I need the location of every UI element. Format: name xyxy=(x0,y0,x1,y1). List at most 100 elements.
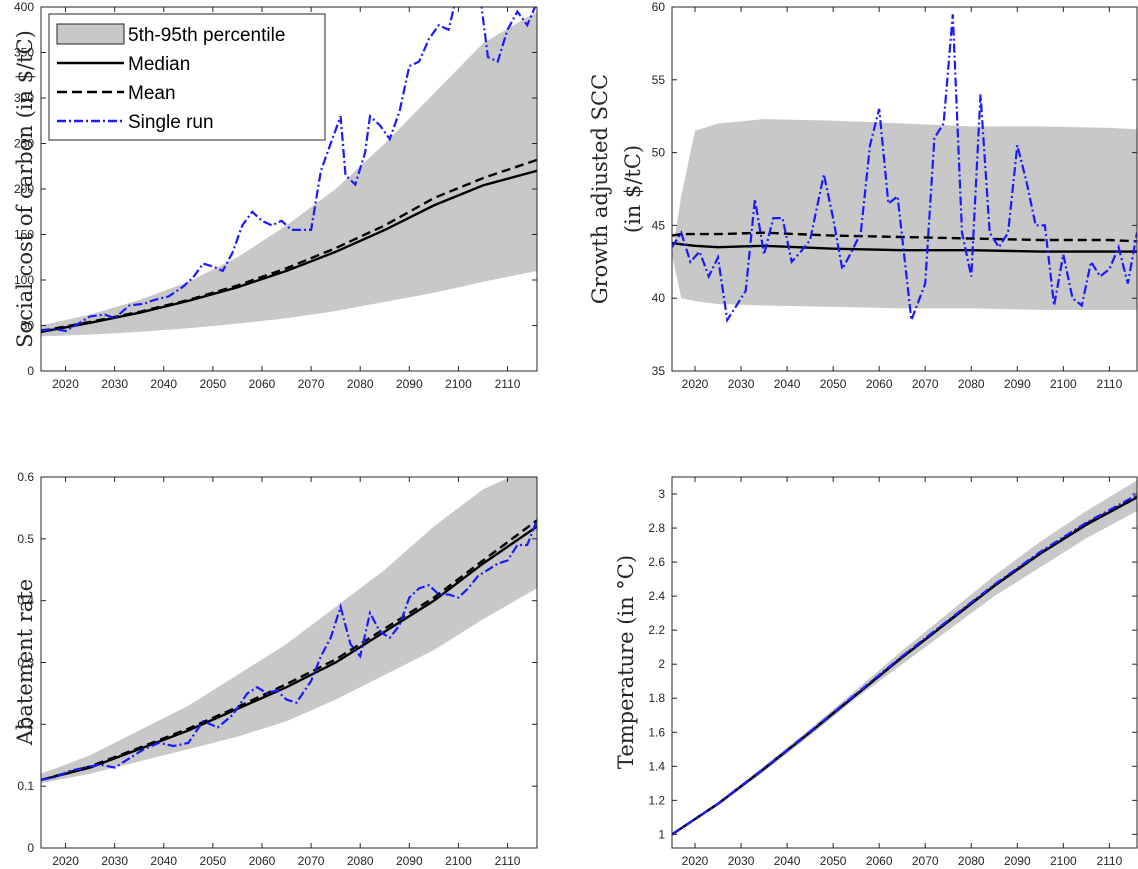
x-tick-label: 2080 xyxy=(958,377,985,391)
x-tick-label: 2080 xyxy=(347,377,374,391)
y-tick-label: 2.6 xyxy=(648,555,665,569)
x-tick-label: 2060 xyxy=(249,854,276,868)
x-tick-label: 2070 xyxy=(298,854,325,868)
y-tick-label: 0 xyxy=(27,841,34,855)
median-line xyxy=(672,241,1137,253)
y-axis-label-line2: (in $/tC) xyxy=(621,145,645,233)
percentile-band xyxy=(672,119,1137,310)
legend: 5th-95th percentile Median Mean Single run xyxy=(48,13,326,141)
x-tick-label: 2090 xyxy=(1004,377,1031,391)
x-tick-label: 2100 xyxy=(445,854,472,868)
y-tick-label: 0.4 xyxy=(17,594,34,608)
y-axis-label: Temperature (in °C) xyxy=(614,555,638,769)
x-tick-label: 2110 xyxy=(1096,377,1122,391)
legend-entry-label: Single run xyxy=(128,112,214,133)
x-tick-label: 2050 xyxy=(820,377,847,391)
x-tick-label: 2080 xyxy=(958,854,985,868)
x-tick-label: 2060 xyxy=(866,854,893,868)
y-tick-label: 100 xyxy=(14,273,34,287)
subplot-4: 2020 2030 2040 2050 2060 2070 2080 2090 2100 2110… xyxy=(614,476,1138,868)
y-tick-label: 350 xyxy=(14,46,34,60)
y-tick-label: 0.5 xyxy=(17,532,34,546)
x-tick-label: 2020 xyxy=(682,377,709,391)
y-tick-label: 2.2 xyxy=(648,623,665,637)
x-tick-label: 2080 xyxy=(347,854,374,868)
y-tick-label: 0 xyxy=(27,364,34,378)
y-tick-label: 40 xyxy=(652,291,666,305)
legend-entry-label: 5th-95th percentile xyxy=(128,25,285,46)
y-tick-label: 2 xyxy=(658,657,665,671)
x-tick-label: 2090 xyxy=(396,854,423,868)
x-tick-label: 2040 xyxy=(774,854,801,868)
y-tick-label: 200 xyxy=(14,182,34,196)
y-tick-label: 0.2 xyxy=(17,717,34,731)
x-tick-label: 2040 xyxy=(150,377,177,391)
single-run-line xyxy=(41,7,537,333)
percentile-band xyxy=(41,11,537,337)
x-tick-label: 2050 xyxy=(200,854,227,868)
axes-box xyxy=(671,476,1138,849)
x-tick-label: 2030 xyxy=(101,377,128,391)
x-tick-label: 2110 xyxy=(495,854,521,868)
subplot-3: 2020 2030 2040 2050 2060 2070 2080 2090 2100 2110… xyxy=(13,470,538,868)
subplot-1: 2020 2030 2040 2050 2060 2070 2080 2090 2100 2110… xyxy=(13,0,538,391)
percentile-band xyxy=(41,477,537,784)
y-tick-label: 1 xyxy=(658,827,665,841)
plot-area xyxy=(672,14,1137,324)
x-tick-label: 2020 xyxy=(52,377,79,391)
y-tick-label: 50 xyxy=(21,319,35,333)
y-tick-label: 2.4 xyxy=(648,589,665,603)
legend-swatch-band xyxy=(56,23,125,45)
x-tick-label: 2030 xyxy=(728,377,755,391)
y-tick-label: 0.6 xyxy=(17,470,34,484)
y-tick-label: 0.1 xyxy=(17,779,34,793)
x-tick-label: 2110 xyxy=(495,377,521,391)
y-tick-label: 35 xyxy=(652,364,666,378)
y-tick-label: 400 xyxy=(14,0,34,14)
y-tick-label: 1.6 xyxy=(648,725,665,739)
y-tick-label: 250 xyxy=(14,137,34,151)
legend-entry-label: Median xyxy=(128,54,190,75)
x-tick-label: 2030 xyxy=(728,854,755,868)
x-tick-label: 2070 xyxy=(912,854,939,868)
x-tick-label: 2050 xyxy=(820,854,847,868)
x-tick-label: 2070 xyxy=(298,377,325,391)
mean-line xyxy=(41,158,537,333)
y-axis-label: Abatement rate xyxy=(13,579,37,746)
y-tick-label: 50 xyxy=(652,146,666,160)
y-tick-label: 300 xyxy=(14,91,34,105)
x-tick-label: 2100 xyxy=(1050,377,1077,391)
plot-area xyxy=(41,7,537,337)
x-tick-label: 2020 xyxy=(682,854,709,868)
plot-area xyxy=(672,480,1137,836)
x-tick-label: 2020 xyxy=(52,854,79,868)
single-run-line xyxy=(672,493,1137,836)
x-tick-label: 2070 xyxy=(912,377,939,391)
x-tick-label: 2030 xyxy=(101,854,128,868)
x-tick-label: 2040 xyxy=(774,377,801,391)
y-tick-label: 1.4 xyxy=(648,759,665,773)
median-line xyxy=(41,169,537,334)
y-axis-label: Social cost of carbon (in $/tC) xyxy=(13,30,37,348)
y-tick-label: 2.8 xyxy=(648,521,665,535)
single-run-line xyxy=(672,14,1137,324)
mean-line xyxy=(672,231,1137,243)
subplot-2: 2020 2030 2040 2050 2060 2070 2080 2090 2100 2110… xyxy=(588,0,1138,391)
y-tick-label: 3 xyxy=(658,487,665,501)
y-tick-label: 1.8 xyxy=(648,691,665,705)
x-tick-label: 2050 xyxy=(200,377,227,391)
y-axis-label: Growth adjusted SCC xyxy=(588,74,612,304)
axes-box xyxy=(671,6,1138,372)
y-tick-label: 60 xyxy=(652,0,666,14)
y-tick-label: 150 xyxy=(14,228,34,242)
y-tick-label: 45 xyxy=(652,218,666,232)
y-tick-label: 55 xyxy=(652,73,666,87)
plot-area xyxy=(41,477,537,784)
percentile-band xyxy=(672,480,1137,835)
single-run-line xyxy=(41,519,537,782)
x-tick-label: 2110 xyxy=(1096,854,1122,868)
x-tick-label: 2060 xyxy=(866,377,893,391)
x-tick-label: 2060 xyxy=(249,377,276,391)
x-tick-label: 2100 xyxy=(1050,854,1077,868)
